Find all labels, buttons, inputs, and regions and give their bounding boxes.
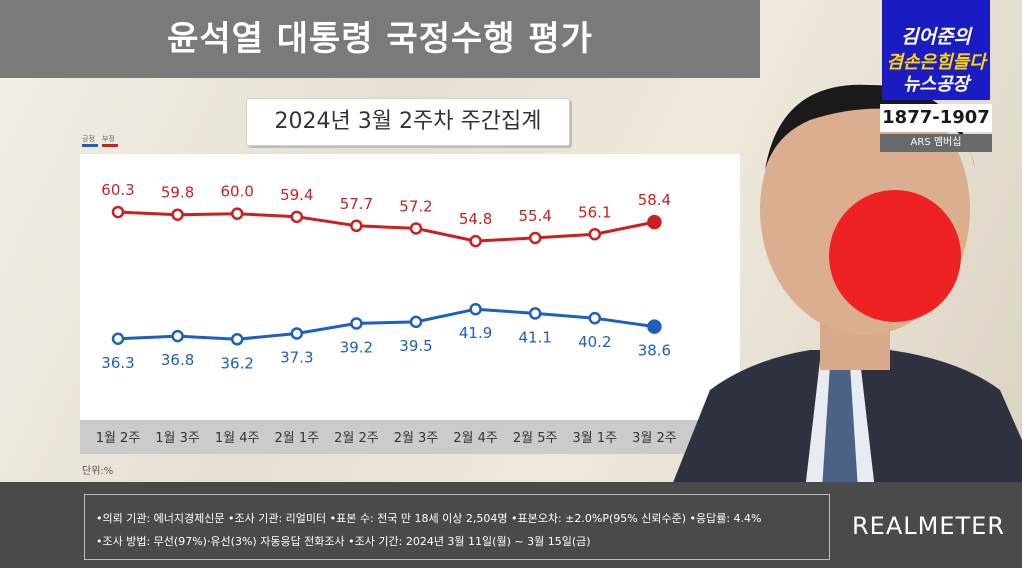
- point-disapprove: [647, 214, 662, 230]
- x-tick-label: 1월 2주: [96, 431, 141, 446]
- footer-line1: •의뢰 기관: 에너지경제신문 •조사 기관: 리얼미터 •표본 수: 전국 만…: [96, 512, 762, 525]
- title-bar: [0, 0, 760, 78]
- point-disapprove: [469, 234, 482, 248]
- data-label-disapprove: 56.1: [578, 203, 611, 221]
- chart-panel: [80, 154, 740, 422]
- point-approve: [409, 315, 423, 329]
- point-approve: [350, 317, 363, 330]
- realmeter-logo: REALMETER: [852, 512, 1005, 540]
- show-logo-line2: 겸손은힘들다: [886, 52, 986, 73]
- face-blur-circle: [829, 190, 961, 322]
- point-disapprove: [111, 205, 125, 219]
- point-approve: [588, 311, 602, 325]
- point-disapprove: [230, 207, 244, 220]
- point-approve: [290, 327, 304, 340]
- legend-disapprove-label: 부정: [102, 135, 115, 143]
- data-label-approve: 40.2: [578, 333, 611, 351]
- data-label-disapprove: 57.2: [399, 197, 432, 215]
- chart-subtitle: 2024년 3월 2주차 주간집계: [274, 109, 542, 134]
- data-label-approve: 41.1: [518, 328, 551, 346]
- ars-membership-label: ARS 멤버십: [880, 134, 992, 152]
- data-label-disapprove: 55.4: [518, 207, 551, 225]
- data-label-disapprove: 60.0: [220, 183, 253, 201]
- footer: [0, 482, 1022, 568]
- data-label-disapprove: 57.7: [340, 195, 373, 213]
- x-tick-label: 1월 4주: [215, 431, 260, 446]
- point-approve: [528, 307, 542, 320]
- data-label-approve: 36.2: [220, 354, 253, 372]
- point-approve: [111, 332, 125, 345]
- point-disapprove: [350, 219, 363, 233]
- series-line-disapprove: [117, 210, 655, 243]
- x-tick-label: 2월 2주: [334, 431, 379, 446]
- point-approve: [171, 329, 184, 343]
- x-tick-label: 2월 4주: [453, 431, 498, 446]
- show-logo-line1: 김어준의: [901, 26, 971, 48]
- point-approve: [469, 302, 482, 316]
- data-label-disapprove: 54.8: [459, 210, 492, 228]
- phone-number: 1877-1907: [880, 104, 992, 132]
- data-label-disapprove: 59.8: [161, 184, 194, 202]
- data-label-approve: 39.2: [340, 338, 373, 356]
- point-disapprove: [528, 231, 542, 245]
- footer-info-box: [84, 494, 830, 560]
- legend-disapprove-swatch: [102, 144, 118, 147]
- president-photo: [670, 84, 1022, 490]
- data-label-approve: 41.9: [459, 324, 492, 342]
- data-label-approve: 39.5: [399, 337, 432, 355]
- point-disapprove: [290, 210, 304, 224]
- show-logo: [882, 0, 990, 100]
- point-disapprove: [409, 222, 423, 235]
- legend: 긍정 부정: [80, 134, 140, 152]
- footer-line2: •조사 방법: 무선(97%)·유선(3%) 자동응답 전화조사 •조사 기간:…: [96, 535, 591, 548]
- x-tick-label: 2월 3주: [394, 431, 439, 446]
- data-label-approve: 36.3: [101, 354, 134, 372]
- legend-approve-label: 긍정: [82, 135, 95, 143]
- x-tick-label: 1월 3주: [155, 431, 200, 446]
- data-label-approve: 36.8: [161, 351, 194, 369]
- data-label-disapprove: 60.3: [101, 181, 134, 199]
- unit-label: 단위:%: [82, 466, 114, 477]
- point-disapprove: [171, 208, 184, 221]
- point-disapprove: [588, 228, 602, 241]
- data-label-disapprove: 58.4: [638, 191, 671, 209]
- point-approve: [647, 319, 662, 334]
- point-approve: [230, 333, 244, 346]
- subtitle-box: 2024년 3월 2주차 주간집계: [246, 98, 570, 146]
- chart-title: 윤석열 대통령 국정수행 평가: [167, 19, 593, 59]
- x-tick-label: 2월 1주: [274, 431, 319, 446]
- show-logo-line3: 뉴스공장: [902, 74, 970, 95]
- x-tick-label: 3월 1주: [572, 431, 617, 446]
- x-axis-band: [80, 420, 740, 454]
- x-tick-label: 3월 2주: [632, 431, 677, 446]
- series-line-approve: [117, 307, 655, 341]
- data-label-approve: 38.6: [638, 342, 671, 360]
- legend-approve-swatch: [82, 144, 98, 147]
- x-tick-label: 2월 5주: [513, 431, 558, 446]
- data-label-disapprove: 59.4: [280, 186, 313, 204]
- data-label-approve: 37.3: [280, 348, 313, 366]
